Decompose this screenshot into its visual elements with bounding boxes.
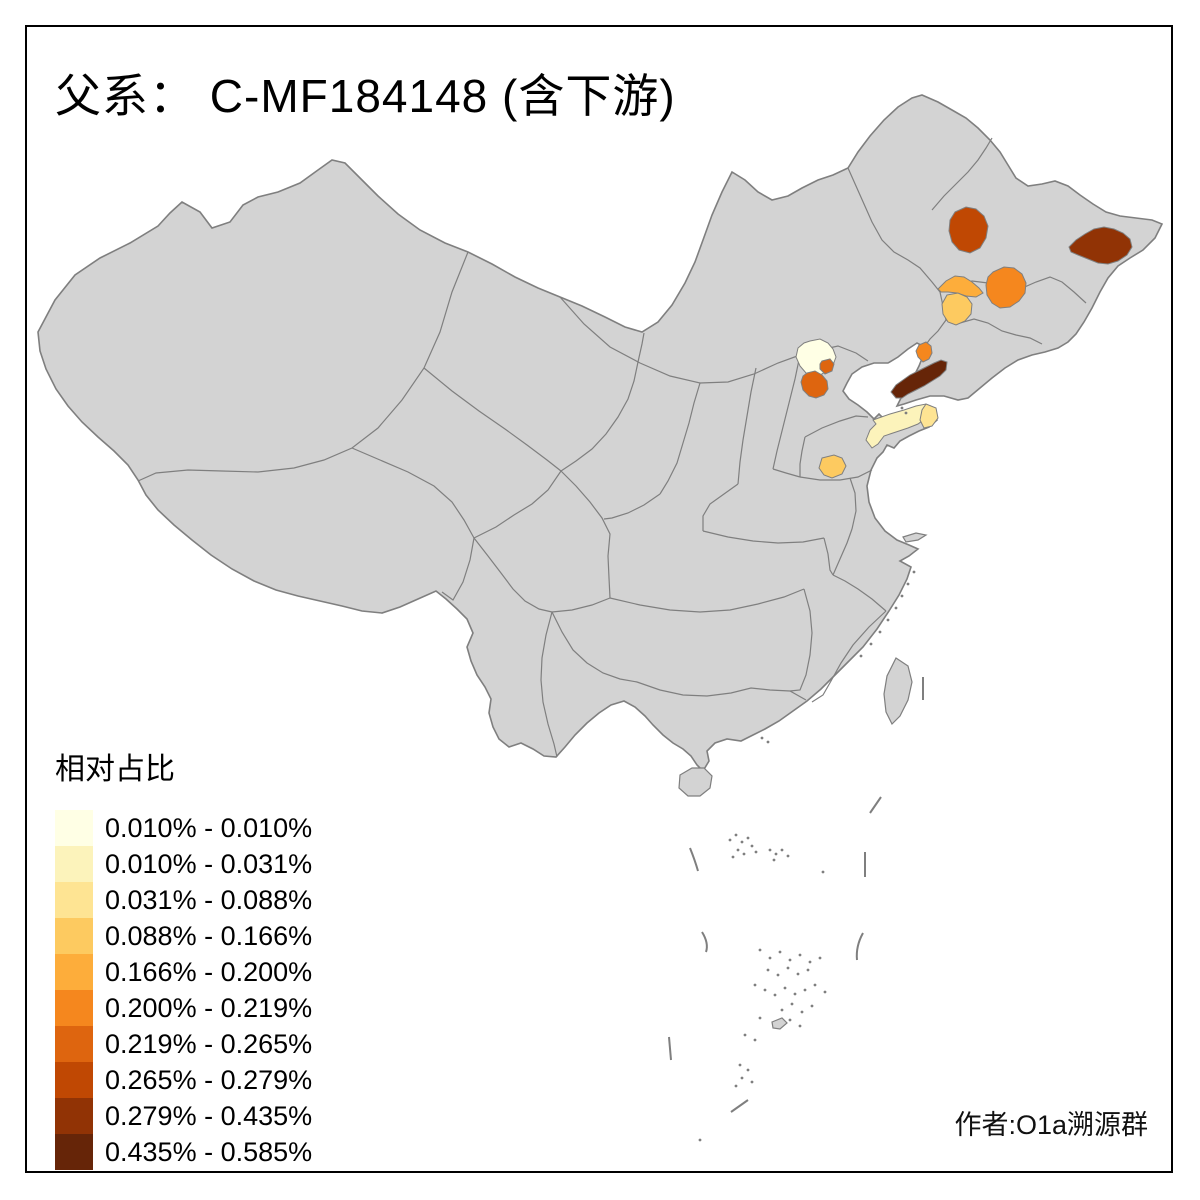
legend-item: 0.200% - 0.219% <box>55 990 312 1026</box>
legend-swatch <box>55 882 93 918</box>
chongming-island <box>902 532 928 543</box>
legend-range-label: 0.279% - 0.435% <box>105 1100 313 1131</box>
hainan-island <box>678 767 713 797</box>
legend-swatch <box>55 990 93 1026</box>
taiwan-island <box>883 657 913 726</box>
region-liaoning-coastal-small <box>915 341 933 363</box>
legend-swatch <box>55 954 93 990</box>
region-northwest-jilin <box>937 275 984 298</box>
legend-range-label: 0.010% - 0.010% <box>105 812 313 843</box>
spratly-main-islet <box>771 1017 788 1030</box>
nine-dash-line <box>668 677 924 1113</box>
legend-range-label: 0.166% - 0.200% <box>105 956 313 987</box>
region-liaodong-peninsula <box>890 359 948 399</box>
region-west-heilongjiang <box>948 206 989 254</box>
author-credit: 作者:O1a溯源群 <box>954 1110 1148 1140</box>
legend-item: 0.219% - 0.265% <box>55 1026 312 1062</box>
region-shandong-peninsula-east <box>919 403 939 429</box>
legend-range-label: 0.200% - 0.219% <box>105 992 313 1023</box>
region-east-heilongjiang <box>1068 226 1133 265</box>
legend-rows: 0.010% - 0.010% 0.010% - 0.031% 0.031% - 0… <box>55 810 312 1170</box>
legend-swatch <box>55 918 93 954</box>
legend-swatch <box>55 1062 93 1098</box>
legend: 相对占比 0.010% - 0.010% 0.010% - 0.031% 0.031… <box>55 744 312 1170</box>
legend-item: 0.166% - 0.200% <box>55 954 312 990</box>
colored-regions <box>795 206 1133 479</box>
legend-title: 相对占比 <box>55 753 175 786</box>
region-south-of-beijing <box>800 370 829 399</box>
plot-frame <box>25 25 1173 1173</box>
legend-item: 0.279% - 0.435% <box>55 1098 312 1134</box>
legend-swatch <box>55 1134 93 1170</box>
map-title: 父系： C-MF184148 (含下游) <box>55 70 676 122</box>
legend-item: 0.031% - 0.088% <box>55 882 312 918</box>
legend-swatch <box>55 810 93 846</box>
legend-range-label: 0.088% - 0.166% <box>105 920 313 951</box>
legend-swatch <box>55 1098 93 1134</box>
region-southwest-jilin <box>941 292 973 326</box>
legend-range-label: 0.031% - 0.088% <box>105 884 313 915</box>
province-boundaries <box>137 137 1087 758</box>
legend-range-label: 0.219% - 0.265% <box>105 1028 313 1059</box>
legend-item: 0.010% - 0.031% <box>55 846 312 882</box>
legend-item: 0.435% - 0.585% <box>55 1134 312 1170</box>
legend-item: 0.088% - 0.166% <box>55 918 312 954</box>
legend-range-label: 0.265% - 0.279% <box>105 1064 313 1095</box>
region-central-jilin <box>985 266 1027 309</box>
legend-swatch <box>55 846 93 882</box>
region-beijing-east-small <box>819 358 835 375</box>
legend-item: 0.010% - 0.010% <box>55 810 312 846</box>
legend-range-label: 0.435% - 0.585% <box>105 1136 313 1167</box>
region-shandong-peninsula-west <box>865 403 931 449</box>
legend-range-label: 0.010% - 0.031% <box>105 848 313 879</box>
legend-swatch <box>55 1026 93 1062</box>
small-island-specks <box>698 406 916 1142</box>
region-southwest-shandong <box>818 454 847 479</box>
china-mainland <box>37 94 1164 773</box>
legend-item: 0.265% - 0.279% <box>55 1062 312 1098</box>
mainland-outline <box>37 94 1164 773</box>
islands <box>678 532 928 1030</box>
